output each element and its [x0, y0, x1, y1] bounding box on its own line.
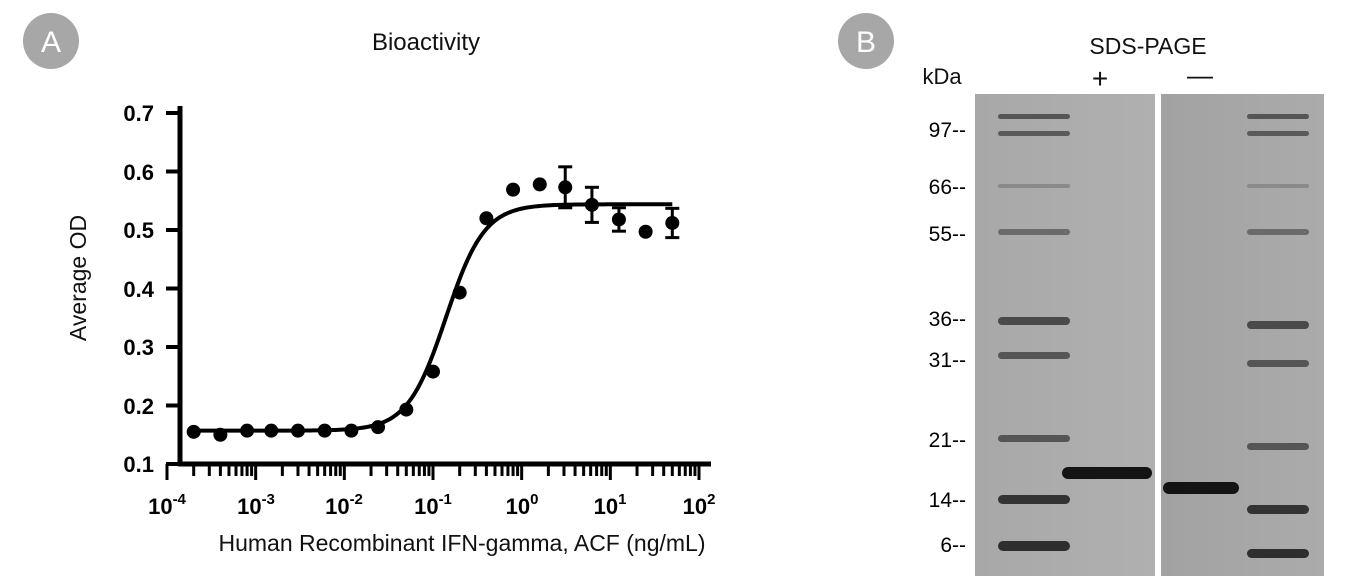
lane-plus-label: +	[1092, 63, 1108, 94]
panel-a-badge: A	[41, 26, 61, 59]
gel-left-ladder	[998, 114, 1070, 551]
data-point	[186, 424, 201, 439]
data-point	[399, 402, 414, 417]
ladder-band	[1247, 505, 1309, 514]
tick-marks	[165, 111, 701, 480]
data-point	[290, 423, 305, 438]
y-tick-label: 0.2	[123, 394, 154, 419]
x-tick-exp: 1	[618, 491, 626, 508]
panel-a-badge-circle	[23, 13, 79, 69]
data-point	[638, 224, 653, 239]
ladder-band	[998, 352, 1070, 359]
ladder-band	[1247, 360, 1309, 367]
data-point	[558, 180, 573, 195]
marker-label: 55--	[929, 223, 966, 246]
data-point	[611, 212, 626, 227]
y-tick-label: 0.3	[123, 335, 154, 360]
ladder-band	[998, 541, 1070, 551]
sample-band-nonreduced	[1163, 482, 1239, 494]
x-tick-label: 10-4	[148, 491, 186, 519]
marker-label: 6--	[940, 534, 966, 557]
data-point	[479, 211, 494, 226]
data-point	[426, 364, 440, 379]
x-tick-base: 10	[237, 494, 261, 519]
x-tick-base: 10	[148, 494, 172, 519]
chart-title: Bioactivity	[372, 29, 480, 56]
panel-a: A Bioactivity Average OD Human Recombina…	[23, 13, 715, 556]
data-point	[506, 182, 521, 197]
ladder-band	[998, 184, 1070, 188]
gel-right	[1161, 94, 1324, 576]
data-point	[532, 177, 547, 192]
gel-right-ladder	[1247, 114, 1309, 558]
ladder-band	[1247, 443, 1309, 450]
ladder-band	[1247, 131, 1309, 136]
data-point	[371, 420, 386, 435]
ladder-band	[998, 435, 1070, 442]
x-tick-base: 10	[506, 494, 530, 519]
x-tick-label: 10-2	[325, 491, 363, 519]
x-tick-exp: -3	[262, 491, 275, 508]
sample-band-reduced	[1062, 467, 1152, 479]
marker-label: 36--	[929, 308, 966, 331]
fit-curve	[193, 202, 673, 433]
x-tick-label: 10-3	[237, 491, 275, 519]
y-tick-label: 0.4	[123, 277, 154, 302]
marker-label: 31--	[929, 349, 966, 372]
y-tick-label: 0.1	[123, 452, 154, 477]
x-axis-label: Human Recombinant IFN-gamma, ACF (ng/mL)	[219, 530, 706, 556]
ladder-band	[1247, 229, 1309, 235]
data-point	[213, 427, 228, 442]
x-tick-label: 101	[594, 491, 627, 519]
x-tick-exp: -2	[350, 491, 363, 508]
ladder-band	[998, 131, 1070, 136]
y-tick-label: 0.7	[123, 101, 154, 126]
x-tick-label: 100	[506, 491, 539, 519]
data-point	[665, 215, 680, 230]
y-tick-label: 0.6	[123, 160, 154, 185]
panel-b-badge: B	[856, 26, 876, 59]
y-axis-label: Average OD	[65, 215, 91, 341]
y-tick-label: 0.5	[123, 218, 154, 243]
x-tick-base: 10	[414, 494, 438, 519]
x-tick-label: 10-1	[414, 491, 452, 519]
x-tick-labels: 10-4 10-3 10-2 10-1 100 101 102	[148, 491, 715, 519]
marker-label: 14--	[929, 489, 966, 512]
x-tick-exp: -4	[173, 491, 187, 508]
x-tick-exp: 0	[530, 491, 538, 508]
ladder-band	[998, 495, 1070, 504]
panel-b: B SDS-PAGE kDa + — 97-- 66-- 55-- 36-- 3…	[838, 13, 1324, 576]
ladder-band	[1247, 184, 1309, 188]
data-point	[344, 423, 359, 438]
data-point	[452, 285, 467, 300]
x-tick-exp: 2	[707, 491, 715, 508]
gel-title: SDS-PAGE	[1089, 33, 1206, 59]
ladder-band	[998, 317, 1070, 325]
lane-minus-label: —	[1187, 60, 1213, 90]
x-tick-base: 10	[325, 494, 349, 519]
data-point	[240, 423, 255, 438]
marker-label: 21--	[929, 429, 966, 452]
y-ticks: 0.1 0.2 0.3 0.4 0.5 0.6 0.7	[123, 101, 154, 477]
x-tick-base: 10	[594, 494, 618, 519]
x-tick-exp: -1	[439, 491, 452, 508]
marker-label: 66--	[929, 176, 966, 199]
marker-label: 97--	[929, 119, 966, 142]
ladder-band	[1247, 114, 1309, 119]
x-tick-base: 10	[683, 494, 707, 519]
data-point	[317, 423, 332, 438]
data-point	[264, 423, 279, 438]
ladder-band	[998, 114, 1070, 119]
data-point	[584, 197, 599, 212]
panel-b-badge-circle	[838, 13, 894, 69]
x-tick-label: 102	[683, 491, 716, 519]
marker-labels: 97-- 66-- 55-- 36-- 31-- 21-- 14-- 6--	[929, 119, 966, 557]
kda-label: kDa	[922, 64, 962, 89]
ladder-band	[1247, 549, 1309, 558]
plot-area	[186, 165, 680, 442]
ladder-band	[998, 229, 1070, 235]
ladder-band	[1247, 321, 1309, 329]
